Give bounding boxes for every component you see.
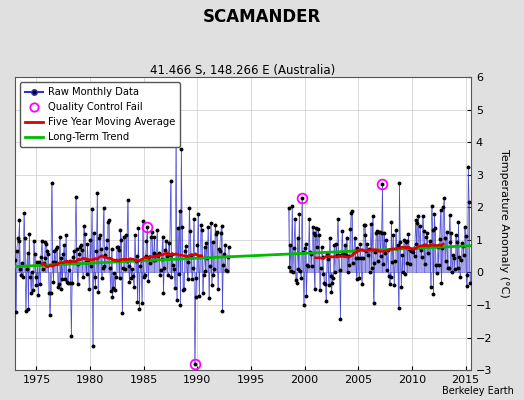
Legend: Raw Monthly Data, Quality Control Fail, Five Year Moving Average, Long-Term Tren: Raw Monthly Data, Quality Control Fail, …: [20, 82, 180, 147]
Text: SCAMANDER: SCAMANDER: [203, 8, 321, 26]
Text: Berkeley Earth: Berkeley Earth: [442, 386, 514, 396]
Title: 41.466 S, 148.266 E (Australia): 41.466 S, 148.266 E (Australia): [150, 64, 335, 77]
Y-axis label: Temperature Anomaly (°C): Temperature Anomaly (°C): [499, 149, 509, 298]
